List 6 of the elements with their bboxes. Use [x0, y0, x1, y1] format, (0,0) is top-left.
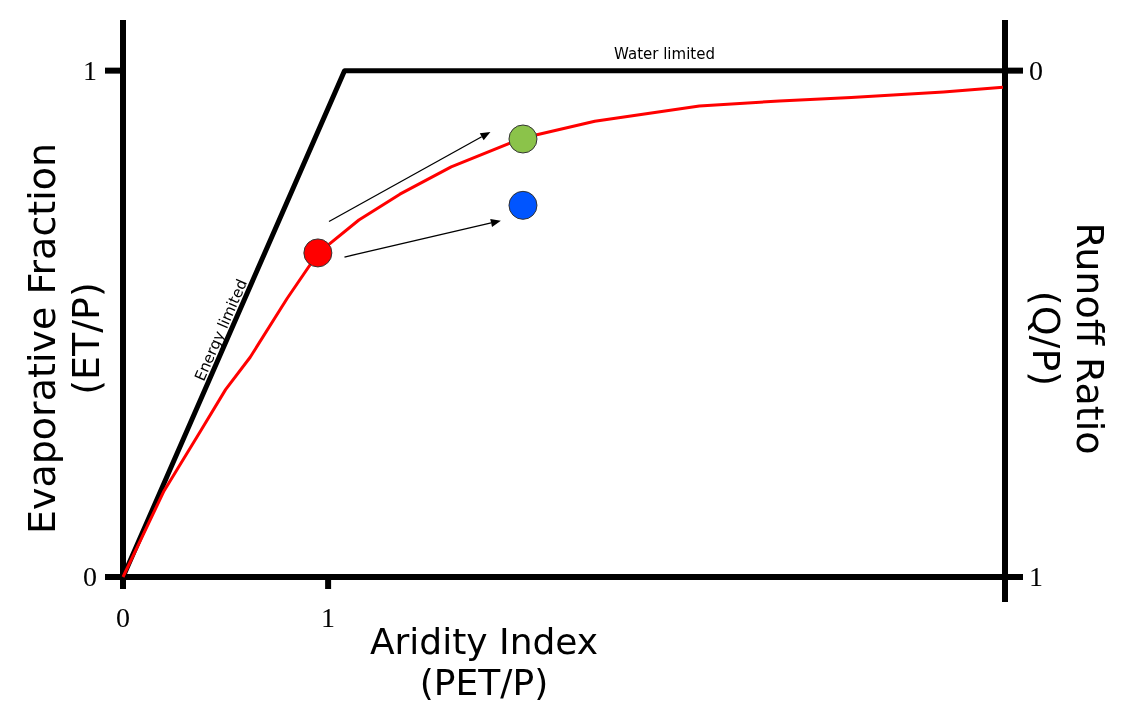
x-axis-title: Aridity Index (PET/P)	[369, 621, 599, 704]
y2-tick-label: 1	[1029, 561, 1043, 592]
y-axis-title: Evaporative Fraction (ET/P)	[20, 142, 108, 535]
y2-axis-title: Runoff Ratio (Q/P)	[1024, 222, 1112, 455]
y2-tick-label: 0	[1029, 54, 1043, 86]
annotation: Water limited	[614, 44, 715, 63]
